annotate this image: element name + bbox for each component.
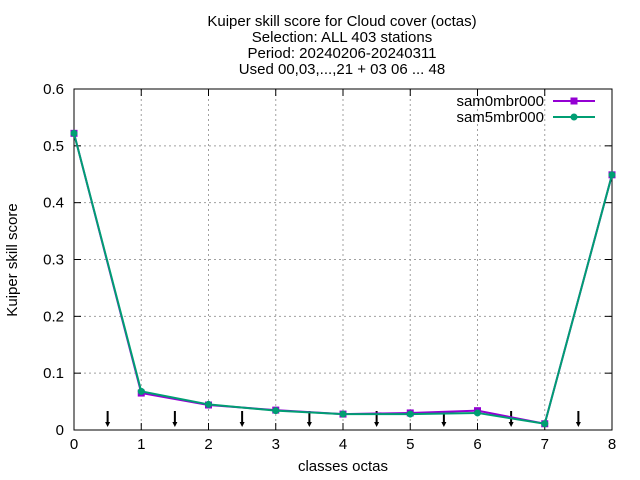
y-tick-label: 0.4 bbox=[43, 195, 64, 212]
y-tick-label: 0.3 bbox=[43, 252, 64, 269]
arrow-head bbox=[441, 422, 447, 427]
x-tick-label: 4 bbox=[339, 436, 347, 453]
y-tick-label: 0.6 bbox=[43, 81, 64, 98]
x-tick-label: 1 bbox=[137, 436, 145, 453]
grid-lines bbox=[74, 89, 612, 430]
y-axis-label: Kuiper skill score bbox=[4, 203, 21, 316]
x-tick-label: 8 bbox=[608, 436, 616, 453]
x-tick-label: 6 bbox=[473, 436, 481, 453]
data-point bbox=[474, 409, 481, 417]
data-point bbox=[339, 410, 347, 418]
title-line-3: Period: 20240206-20240311 bbox=[247, 45, 436, 62]
arrow-head bbox=[575, 422, 581, 427]
data-point bbox=[541, 420, 549, 428]
data-point bbox=[70, 129, 78, 137]
arrow-head bbox=[508, 422, 514, 427]
y-tick-label: 0 bbox=[56, 422, 64, 439]
data-point bbox=[272, 407, 280, 415]
title-line-4: Used 00,03,...,21 + 03 06 ... 48 bbox=[239, 61, 445, 78]
x-tick-label: 5 bbox=[406, 436, 414, 453]
y-tick-label: 0.1 bbox=[43, 365, 64, 382]
series-group bbox=[70, 129, 616, 428]
y-tick-label: 0.2 bbox=[43, 308, 64, 325]
chart-title: Kuiper skill score for Cloud cover (octa… bbox=[207, 13, 476, 78]
arrow-head bbox=[172, 422, 178, 427]
data-point bbox=[406, 410, 414, 418]
title-line-1: Kuiper skill score for Cloud cover (octa… bbox=[207, 13, 476, 30]
arrow-head bbox=[239, 422, 245, 427]
data-point bbox=[137, 387, 145, 395]
data-point bbox=[608, 171, 616, 179]
x-axis-label: classes octas bbox=[298, 458, 388, 475]
y-tick-label: 0.5 bbox=[43, 138, 64, 155]
legend-marker bbox=[570, 97, 578, 105]
title-line-2: Selection: ALL 403 stations bbox=[252, 29, 432, 46]
x-tick-label: 2 bbox=[204, 436, 212, 453]
x-tick-label: 3 bbox=[272, 436, 280, 453]
legend-marker bbox=[570, 113, 578, 121]
legend-label: sam0mbr000 bbox=[456, 93, 544, 110]
arrow-head bbox=[306, 422, 312, 427]
x-tick-label: 7 bbox=[541, 436, 549, 453]
legend-label: sam5mbr000 bbox=[456, 109, 544, 126]
x-tick-label: 0 bbox=[70, 436, 78, 453]
arrow-head bbox=[105, 422, 111, 427]
data-point bbox=[205, 400, 212, 408]
arrow-head bbox=[374, 422, 380, 427]
axis-ticks: 0 0.1 0.2 0.3 0.4 0.5 0.6 0 1 2 3 4 5 6 7 8 bbox=[43, 81, 616, 453]
